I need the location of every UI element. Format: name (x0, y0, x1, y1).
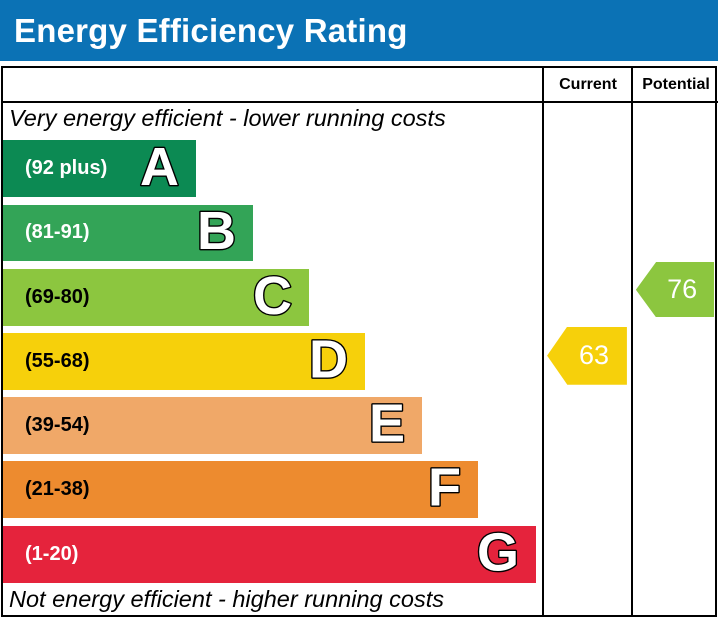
svg-text:D: D (309, 333, 348, 390)
svg-text:F: F (428, 461, 461, 518)
svg-text:A: A (140, 140, 179, 197)
svg-text:C: C (253, 269, 292, 326)
svg-text:G: G (477, 526, 519, 582)
svg-text:B: B (197, 205, 236, 261)
svg-text:E: E (368, 397, 404, 454)
